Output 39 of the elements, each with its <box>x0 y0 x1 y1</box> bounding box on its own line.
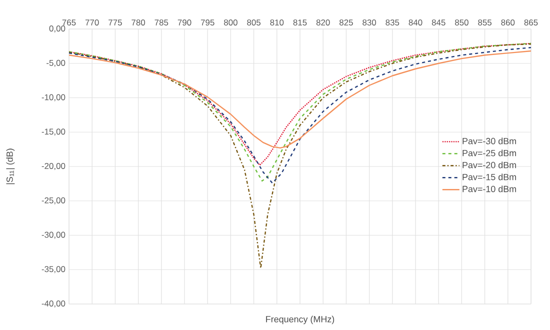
x-tick-label: 840 <box>408 19 422 26</box>
y-tick-label: -25,00 <box>42 197 66 204</box>
x-axis-title: Frequency (MHz) <box>266 316 334 324</box>
x-tick-label: 765 <box>62 19 76 26</box>
y-axis-title: |S$_{11}$| (dB) <box>6 148 15 184</box>
line-series <box>69 50 532 149</box>
x-tick-label: 810 <box>270 19 284 26</box>
x-tick-label: 855 <box>478 19 492 26</box>
x-tick-label: 825 <box>340 19 353 26</box>
y-tick-label: -40,00 <box>42 300 66 308</box>
x-tick-label: 775 <box>108 20 122 26</box>
y-tick-label: -5,00 <box>46 60 66 67</box>
x-tick-label: 850 <box>455 19 468 26</box>
legend-label: Pav=-25 dBm <box>462 150 516 156</box>
x-tick-label: 785 <box>154 19 168 26</box>
line-series <box>69 44 532 269</box>
legend-label: Pav=-30 dBm <box>462 138 516 144</box>
y-tick-label: -10,00 <box>42 94 66 102</box>
x-tick-label: 805 <box>247 19 261 26</box>
x-tick-label: 865 <box>524 19 538 26</box>
x-tick-label: 790 <box>178 19 192 26</box>
x-tick-label: 830 <box>362 19 376 26</box>
y-tick-label: -30,00 <box>42 232 66 239</box>
legend-label: Pav=-10 dBm <box>462 186 516 192</box>
x-tick-label: 860 <box>501 19 515 26</box>
legend-label: Pav=-20 dBm <box>462 162 516 168</box>
x-tick-label: 795 <box>200 19 214 26</box>
x-tick-label: 780 <box>132 19 146 26</box>
x-tick-label: 845 <box>432 19 446 26</box>
x-tick-label: 800 <box>224 19 238 26</box>
y-tick-label: 0,00 <box>49 26 66 32</box>
legend-label: Pav=-15 dBm <box>462 174 516 180</box>
y-tick-label: -35,00 <box>42 266 66 274</box>
x-tick-label: 820 <box>316 19 330 26</box>
x-tick-label: 835 <box>386 19 400 26</box>
y-tick-label: -20,00 <box>42 163 66 170</box>
y-tick-label: -15,00 <box>42 128 66 136</box>
x-tick-label: 815 <box>293 19 307 26</box>
x-tick-label: 770 <box>85 19 99 26</box>
